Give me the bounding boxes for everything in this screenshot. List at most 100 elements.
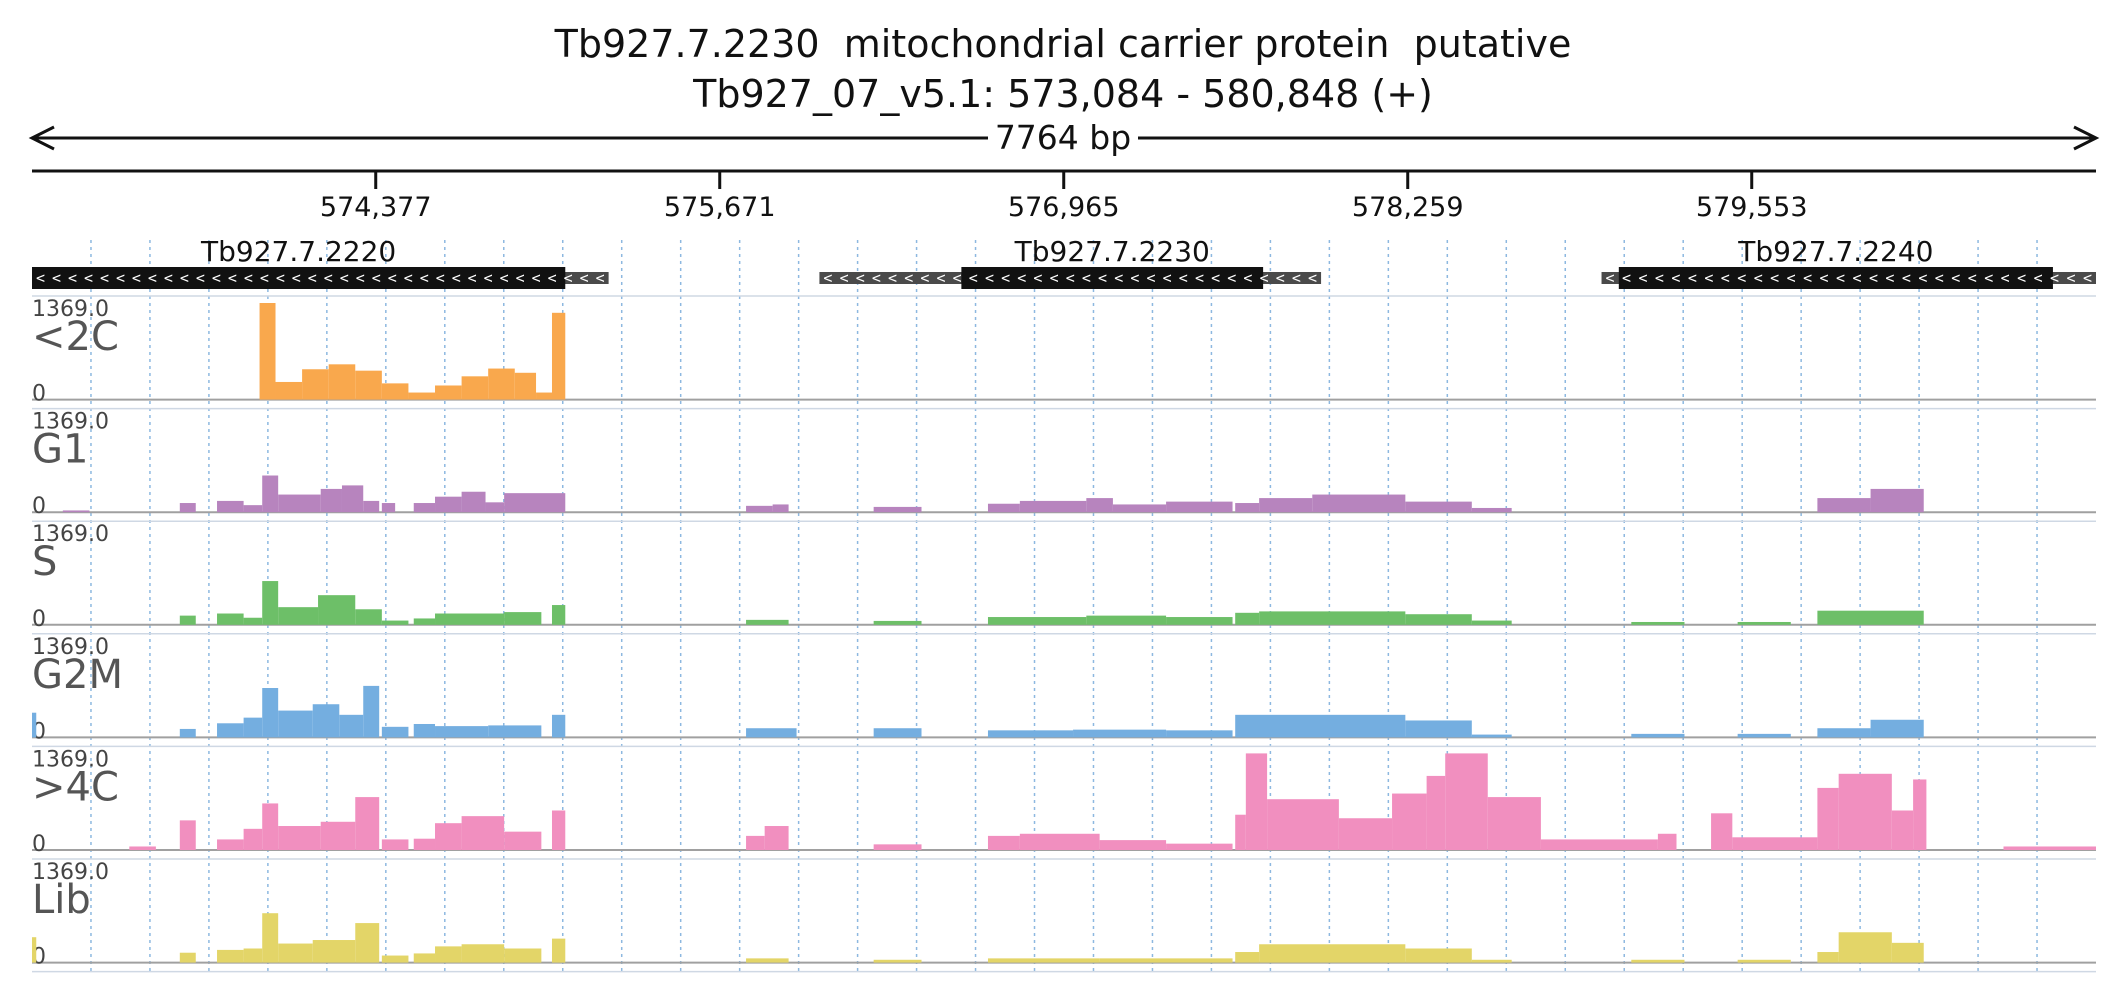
track-label: Lib — [32, 877, 91, 923]
gene-cds — [961, 267, 1264, 289]
coverage-bar — [1245, 753, 1268, 850]
coverage-bar — [1166, 843, 1233, 850]
coverage-bar — [1235, 503, 1260, 513]
coverage-bar — [1073, 729, 1167, 738]
coverage-bar — [243, 828, 263, 850]
coverage-bar — [1817, 610, 1924, 625]
coverage-bar — [278, 494, 321, 513]
coverage-bar — [551, 312, 566, 400]
coverage-bar — [1166, 730, 1233, 738]
coverage-bar — [243, 948, 263, 963]
coverage-bar — [217, 723, 244, 738]
track-label: >4C — [32, 764, 119, 810]
coverage-bar — [873, 728, 922, 738]
coverage-bar — [413, 838, 436, 850]
coverage-bar — [413, 618, 436, 625]
coverage-bar — [873, 959, 922, 963]
coverage-bar — [278, 607, 319, 625]
coverage-bar — [1086, 615, 1167, 625]
coverage-bar — [514, 372, 537, 400]
coverage-bar — [262, 803, 279, 850]
track-label: G2M — [32, 652, 123, 698]
track-label: G1 — [32, 427, 88, 473]
coverage-bar — [413, 503, 436, 513]
coverage-bar — [278, 943, 313, 963]
tick-label-4: 579,553 — [1696, 192, 1808, 223]
coverage-bar — [435, 726, 489, 738]
track-ymax-label: 1369.0 — [32, 860, 109, 885]
coverage-bar — [355, 609, 382, 625]
coverage-bar — [987, 835, 1020, 850]
coverage-bar — [461, 944, 505, 963]
coverage-bar — [461, 816, 505, 850]
coverage-bar — [772, 504, 789, 513]
coverage-bar — [1235, 814, 1246, 850]
coverage-bar — [435, 823, 462, 850]
coverage-bar — [381, 383, 409, 400]
coverage-bar — [2003, 846, 2096, 850]
track-ymin-label: 0 — [32, 832, 46, 857]
coverage-bar — [1099, 840, 1167, 850]
coverage-bar — [262, 581, 279, 625]
coverage-bar — [485, 502, 505, 513]
coverage-bar — [243, 717, 263, 738]
coverage-bar — [262, 688, 279, 738]
coverage-bar — [1711, 813, 1733, 850]
coverage-bar — [873, 844, 922, 850]
coverage-bar — [381, 726, 409, 738]
coverage-bar — [129, 846, 156, 850]
tick-label-2: 576,965 — [1008, 192, 1120, 223]
coverage-bar — [461, 376, 489, 400]
coverage-bar — [355, 797, 380, 850]
coverage-bar — [1817, 498, 1871, 513]
coverage-bar — [217, 839, 244, 850]
coverage-bar — [1817, 787, 1839, 850]
gene-cds — [32, 267, 566, 289]
coverage-bar — [1631, 621, 1685, 625]
coverage-bar — [987, 503, 1020, 513]
coverage-bar — [1631, 733, 1685, 738]
coverage-bar — [746, 619, 789, 625]
coverage-bar — [363, 685, 380, 738]
coverage-bar — [1487, 797, 1541, 850]
coverage-bar — [1838, 932, 1892, 963]
coverage-bar — [551, 605, 566, 625]
coverage-bar — [504, 948, 542, 963]
coverage-bar — [381, 503, 396, 513]
span-label: 7764 bp — [995, 118, 1131, 157]
coverage-bar — [1426, 775, 1446, 850]
coverage-bar — [987, 617, 1087, 625]
span-arrow-left — [28, 125, 55, 151]
coverage-bar — [488, 725, 542, 738]
coverage-bar — [1540, 839, 1658, 850]
coverage-bar — [746, 728, 797, 738]
coverage-bar — [32, 937, 37, 963]
coverage-bar — [1471, 507, 1512, 513]
coverage-bar — [1166, 617, 1233, 625]
tick-label-3: 578,259 — [1352, 192, 1464, 223]
coverage-bar — [1445, 753, 1488, 850]
coverage-bar — [278, 826, 321, 850]
coverage-bar — [987, 958, 1100, 963]
coverage-bar — [1471, 734, 1512, 738]
span-arrow-right — [2073, 125, 2100, 151]
coverage-bar — [551, 938, 566, 963]
chart-subtitle: Tb927_07_v5.1: 573,084 - 580,848 (+) — [693, 72, 1433, 116]
track-ymin-label: 0 — [32, 607, 46, 632]
coverage-bar — [179, 820, 196, 850]
coverage-bar — [275, 381, 303, 400]
coverage-bar — [1405, 614, 1472, 625]
coverage-bar — [320, 821, 356, 850]
coverage-bar — [408, 392, 436, 400]
tick-label-0: 574,377 — [320, 192, 432, 223]
coverage-bar — [179, 728, 196, 738]
coverage-bar — [1405, 501, 1472, 513]
coverage-bar — [1235, 952, 1260, 963]
coverage-bar — [243, 505, 263, 513]
coverage-bar — [504, 493, 566, 513]
coverage-bar — [1166, 501, 1233, 513]
coverage-bar — [381, 620, 409, 625]
span-label-bg — [988, 118, 1138, 158]
coverage-bar — [873, 506, 922, 513]
